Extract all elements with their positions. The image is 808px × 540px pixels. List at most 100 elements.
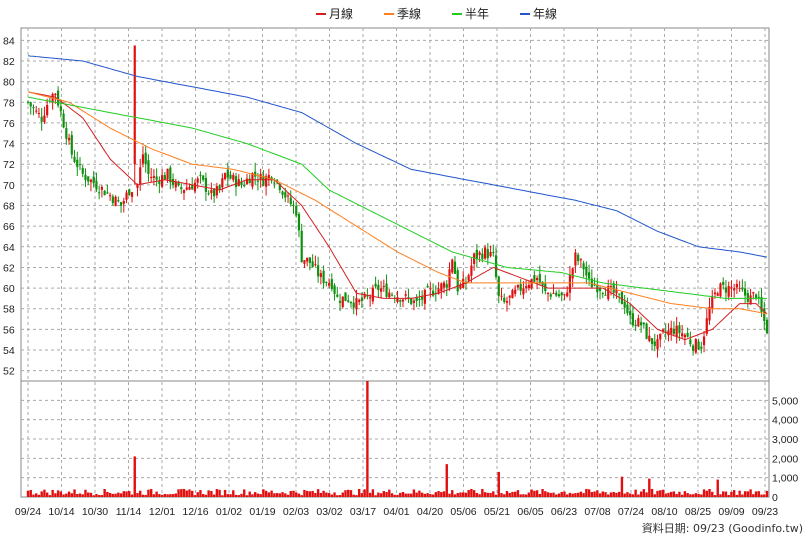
candle-body <box>89 179 93 183</box>
volume-bar <box>722 491 725 497</box>
volume-bar <box>664 493 667 497</box>
volume-bar <box>445 464 448 497</box>
candle-body <box>265 176 268 187</box>
volume-bar <box>497 471 500 497</box>
volume-bar <box>185 490 188 497</box>
volume-bar <box>141 494 145 497</box>
chart-legend: 月線 季線 半年 年線 <box>316 6 557 21</box>
volume-bar <box>675 494 678 497</box>
date-tick-label: 03/17 <box>350 506 376 518</box>
volume-bar <box>316 489 320 497</box>
volume-bar <box>330 494 334 497</box>
volume-bar <box>352 494 355 497</box>
volume-bar <box>374 495 377 497</box>
candle-body <box>215 186 218 196</box>
volume-bar <box>382 491 386 497</box>
volume-bar <box>700 494 703 497</box>
volume-bar <box>618 491 621 497</box>
candle-body <box>508 295 511 298</box>
candle-body <box>574 252 577 266</box>
volume-bar <box>702 489 706 497</box>
candle-body <box>727 286 730 297</box>
candle-body <box>248 178 251 184</box>
candle-body <box>174 182 177 188</box>
candle-body <box>497 276 500 296</box>
volume-bar <box>379 493 383 497</box>
candle-body <box>697 341 700 350</box>
volume-bar <box>459 492 462 497</box>
legend-item: 月線 <box>329 6 353 21</box>
price-tick-label: 76 <box>3 118 15 130</box>
volume-bar <box>732 490 736 497</box>
volume-bar <box>741 494 744 497</box>
volume-axis: 0 1,000 2,000 3,000 4,000 5,000 <box>772 395 798 504</box>
volume-bar <box>650 488 654 497</box>
volume-bar <box>319 492 323 497</box>
volume-bar <box>78 493 82 497</box>
candle-body <box>59 106 62 112</box>
candle-body <box>54 93 57 96</box>
candle-body <box>352 302 355 308</box>
candle-body <box>317 265 320 277</box>
date-tick-label: 08/10 <box>651 506 677 518</box>
candle-body <box>563 294 566 296</box>
volume-bar <box>571 493 574 497</box>
candle-body <box>245 178 249 185</box>
volume-bar <box>160 494 164 497</box>
volume-bar <box>585 488 588 497</box>
candle-body <box>155 176 158 180</box>
candle-body <box>210 189 213 194</box>
volume-bar <box>631 494 635 497</box>
volume-bar <box>713 495 717 497</box>
candle-body <box>358 299 361 303</box>
candle-body <box>232 174 235 180</box>
candle-body <box>199 174 202 176</box>
volume-bar <box>409 493 413 497</box>
candle-body <box>719 283 722 297</box>
candle-body <box>133 45 136 165</box>
plot-frame <box>20 27 770 498</box>
volume-bar <box>363 489 366 497</box>
candle-body <box>412 300 416 303</box>
candle-body <box>760 296 763 312</box>
volume-bar <box>691 494 695 497</box>
candle-body <box>267 175 270 180</box>
volume-bar <box>182 488 186 497</box>
candle-body <box>604 294 607 296</box>
volume-bar <box>180 489 183 497</box>
volume-bar <box>40 491 43 497</box>
volume-bar <box>680 494 684 497</box>
date-tick-label: 02/03 <box>283 506 309 518</box>
candle-body <box>431 290 435 296</box>
candle-body <box>377 284 380 291</box>
candle-body <box>579 259 582 261</box>
volume-bar <box>360 493 364 497</box>
volume-bar <box>297 493 301 497</box>
volume-bar <box>188 489 191 497</box>
candle-body <box>196 178 199 183</box>
volume-bar <box>344 490 347 497</box>
candle-body <box>440 283 443 292</box>
volume-bar <box>212 494 216 497</box>
candle-body <box>35 110 38 112</box>
date-tick-label: 04/01 <box>383 506 409 518</box>
candle-body <box>462 278 465 288</box>
volume-bar <box>404 493 407 497</box>
price-tick-label: 78 <box>3 97 15 109</box>
candle-body <box>171 178 175 185</box>
candle-body <box>601 293 604 295</box>
candle-body <box>618 293 621 295</box>
candle-body <box>407 297 410 299</box>
candle-body <box>125 192 128 200</box>
volume-bar <box>125 491 128 497</box>
candle-body <box>292 204 295 206</box>
volume-bar <box>645 492 648 497</box>
candle-body <box>702 336 706 346</box>
candle-body <box>92 176 95 184</box>
volume-bar <box>100 495 104 497</box>
candle-body <box>629 311 632 316</box>
volume-bars <box>26 381 769 497</box>
candle-body <box>598 288 602 291</box>
volume-bar <box>648 478 651 497</box>
volume-bar <box>48 495 52 497</box>
